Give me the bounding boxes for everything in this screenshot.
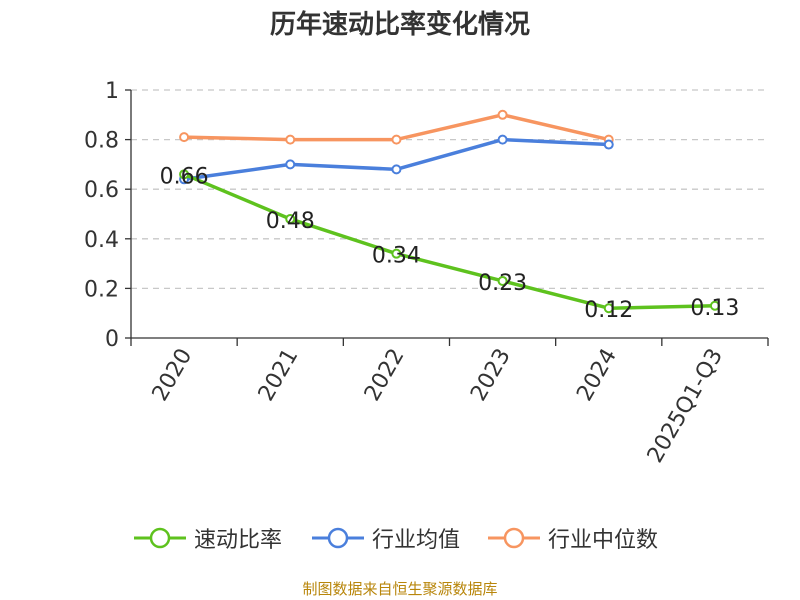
y-tick-label: 0.8 bbox=[84, 129, 119, 154]
data-point bbox=[285, 159, 296, 170]
legend-line-marker-icon bbox=[134, 527, 186, 549]
legend-marker bbox=[503, 527, 525, 549]
data-point bbox=[603, 139, 614, 150]
y-tick-label: 0.6 bbox=[84, 178, 119, 203]
data-point bbox=[497, 275, 508, 286]
x-tick-label: 2023 bbox=[466, 345, 516, 406]
data-label: 0.48 bbox=[266, 209, 315, 234]
data-point bbox=[285, 213, 296, 224]
data-point bbox=[603, 303, 614, 314]
data-point bbox=[497, 109, 508, 120]
legend-line-marker-icon bbox=[312, 527, 364, 549]
legend-item-3[interactable]: 行业中位数 bbox=[488, 518, 658, 558]
series-lines bbox=[179, 109, 720, 314]
x-tick-label: 2021 bbox=[254, 345, 304, 406]
legend-label: 速动比率 bbox=[194, 528, 283, 553]
x-tick-label: 2024 bbox=[572, 345, 622, 406]
data-point bbox=[391, 248, 402, 259]
chart-title: 历年速动比率变化情况 bbox=[269, 10, 530, 40]
data-point bbox=[391, 164, 402, 175]
legend-item-1[interactable]: 速动比率 bbox=[134, 518, 282, 558]
data-point bbox=[179, 169, 190, 180]
data-point bbox=[179, 132, 190, 143]
data-label: 0.13 bbox=[690, 296, 739, 321]
data-label: 0.34 bbox=[372, 244, 421, 269]
data-label: 0.12 bbox=[584, 298, 633, 323]
data-label: 0.66 bbox=[160, 164, 209, 189]
y-tick-label: 0 bbox=[105, 327, 119, 352]
x-tick-label: 2022 bbox=[360, 345, 410, 406]
legend-line-marker-icon bbox=[488, 527, 540, 549]
data-label: 0.23 bbox=[478, 271, 527, 296]
grid-lines bbox=[131, 89, 768, 290]
data-point bbox=[285, 134, 296, 145]
legend-marker bbox=[327, 527, 349, 549]
data-point bbox=[391, 134, 402, 145]
legend-label: 行业均值 bbox=[372, 528, 461, 553]
source-note: 制图数据来自恒生聚源数据库 bbox=[302, 580, 498, 598]
legend-marker bbox=[149, 527, 171, 549]
legend: 速动比率 行业均值 行业中位数 bbox=[0, 518, 800, 558]
data-point bbox=[709, 300, 720, 311]
y-tick-label: 1 bbox=[105, 79, 119, 104]
y-tick-label: 0.4 bbox=[84, 228, 119, 253]
x-tick-label: 2025Q1-Q3 bbox=[643, 345, 728, 468]
legend-item-2[interactable]: 行业均值 bbox=[312, 518, 460, 558]
legend-label: 行业中位数 bbox=[548, 528, 659, 553]
data-point bbox=[497, 134, 508, 145]
x-tick-label: 2020 bbox=[148, 345, 198, 406]
data-labels: 0.66 0.48 0.34 0.23 0.12 0.13 bbox=[160, 164, 740, 323]
series-line-1 bbox=[183, 172, 715, 310]
y-tick-label: 0.2 bbox=[84, 277, 119, 302]
